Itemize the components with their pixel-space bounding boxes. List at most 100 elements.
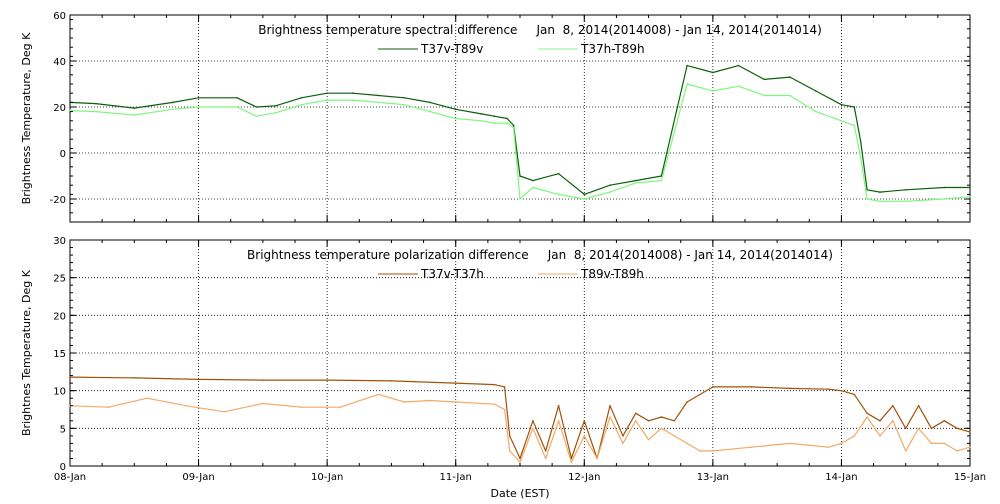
data-point-t37v-t89v bbox=[454, 108, 457, 111]
data-point-t37v-t37h bbox=[508, 435, 511, 437]
polarization-y-axis: 0 5 10 15 20 25 30 bbox=[53, 236, 970, 473]
data-point-t37h-t89h bbox=[943, 198, 946, 200]
y-tick-label: 25 bbox=[53, 274, 66, 285]
data-point-t37h-t89h bbox=[634, 182, 637, 184]
data-point-t37v-t37h bbox=[493, 383, 496, 386]
polarization-difference-panel: 0 5 10 15 20 25 30 Brightness temperature pola… bbox=[20, 236, 971, 473]
data-point-t89v-t89h bbox=[570, 461, 573, 464]
data-point-t37h-t89h bbox=[583, 198, 586, 200]
data-point-t37v-t37h bbox=[789, 387, 791, 390]
spectral-legend: T37v-T89v T37h-T89h bbox=[378, 42, 645, 56]
data-point-t37h-t89h bbox=[512, 126, 515, 129]
data-point-t37h-t89h bbox=[660, 179, 663, 182]
data-point-t37v-t89v bbox=[274, 105, 277, 107]
data-point-t37v-t37h bbox=[904, 427, 907, 430]
data-point-t37v-t37h bbox=[544, 450, 547, 452]
data-point-t37v-t37h bbox=[622, 435, 624, 437]
data-point-t89v-t89h bbox=[519, 461, 521, 464]
data-point-t37v-t37h bbox=[583, 420, 586, 422]
y-tick-label: 60 bbox=[53, 11, 66, 22]
spectral-x-ticks bbox=[69, 15, 971, 222]
y-tick-label: 20 bbox=[53, 103, 66, 114]
data-point-t37v-t89v bbox=[326, 92, 328, 94]
data-point-t37v-t37h bbox=[557, 404, 560, 407]
data-point-t37v-t89v bbox=[879, 191, 881, 193]
data-point-t89v-t89h bbox=[699, 450, 701, 452]
data-point-t37v-t89v bbox=[255, 106, 258, 108]
data-point-t89v-t89h bbox=[508, 450, 511, 452]
data-point-t37v-t89v bbox=[94, 102, 97, 105]
legend-label-t37v-t37h: T37v-T37h bbox=[420, 267, 484, 281]
y-tick-label: 30 bbox=[53, 236, 66, 247]
x-tick-label: 14-Jan bbox=[825, 472, 857, 483]
data-point-t37v-t37h bbox=[262, 379, 264, 381]
data-point-t89v-t89h bbox=[712, 450, 714, 452]
data-point-t89v-t89h bbox=[673, 435, 676, 437]
data-point-t89v-t89h bbox=[532, 427, 534, 430]
data-point-t37v-t37h bbox=[454, 382, 457, 384]
data-point-t37v-t37h bbox=[197, 378, 200, 381]
data-point-t37h-t89h bbox=[763, 94, 766, 97]
data-point-t89v-t89h bbox=[750, 446, 753, 448]
data-point-t37v-t89v bbox=[133, 107, 136, 109]
legend-label-t37h-t89h: T37h-T89h bbox=[580, 42, 645, 56]
data-point-t37h-t89h bbox=[814, 110, 817, 113]
data-point-t37v-t89v bbox=[236, 97, 238, 99]
data-point-t89v-t89h bbox=[107, 406, 110, 409]
polarization-legend: T37v-T37h T89v-T89h bbox=[378, 267, 644, 281]
data-point-t37v-t89v bbox=[532, 179, 534, 182]
series-line-t37v-t89v bbox=[69, 64, 970, 195]
data-point-t37v-t37h bbox=[503, 386, 506, 388]
x-tick-label: 13-Jan bbox=[697, 472, 729, 483]
data-point-t37h-t89h bbox=[493, 122, 496, 124]
data-point-t37h-t89h bbox=[480, 120, 483, 122]
data-point-t37v-t89v bbox=[943, 186, 946, 189]
data-point-t89v-t89h bbox=[622, 442, 624, 445]
data-point-t89v-t89h bbox=[892, 420, 894, 422]
data-point-t89v-t89h bbox=[917, 427, 920, 430]
x-axis-title: Date (EST) bbox=[490, 487, 549, 500]
data-point-t37v-t89v bbox=[853, 106, 856, 108]
data-point-t37v-t37h bbox=[840, 389, 843, 392]
x-tick-label: 10-Jan bbox=[311, 472, 343, 483]
data-point-t89v-t89h bbox=[930, 442, 933, 445]
data-point-t37h-t89h bbox=[94, 110, 97, 113]
data-point-t37v-t37h bbox=[750, 386, 753, 388]
data-point-t89v-t89h bbox=[146, 397, 148, 400]
data-point-t89v-t89h bbox=[840, 442, 843, 445]
data-point-t37h-t89h bbox=[133, 114, 136, 116]
data-point-t89v-t89h bbox=[454, 401, 457, 403]
data-point-t37v-t37h bbox=[943, 420, 946, 422]
data-point-t37v-t89v bbox=[480, 113, 483, 115]
spectral-panel-title: Brightness temperature spectral differen… bbox=[258, 23, 822, 37]
data-point-t37v-t89v bbox=[712, 71, 714, 74]
data-point-t37v-t89v bbox=[519, 175, 521, 177]
polarization-series bbox=[69, 376, 971, 464]
data-point-t89v-t89h bbox=[583, 435, 586, 437]
data-point-t37v-t89v bbox=[814, 90, 817, 92]
x-tick-label: 11-Jan bbox=[440, 472, 472, 483]
data-point-t37v-t37h bbox=[853, 393, 856, 396]
data-point-t89v-t89h bbox=[943, 442, 946, 445]
data-point-t37h-t89h bbox=[326, 99, 328, 101]
data-point-t37v-t37h bbox=[917, 404, 920, 407]
data-point-t37v-t37h bbox=[634, 412, 637, 415]
spectral-y-axis: -20 0 20 40 60 bbox=[50, 11, 970, 223]
data-point-t37v-t89v bbox=[737, 64, 740, 67]
data-point-t37h-t89h bbox=[352, 99, 354, 101]
data-point-t37h-t89h bbox=[506, 122, 508, 124]
data-point-t37v-t89v bbox=[403, 97, 406, 99]
data-point-t37h-t89h bbox=[255, 115, 258, 117]
data-point-t37v-t89v bbox=[634, 179, 637, 182]
data-point-t37h-t89h bbox=[403, 103, 406, 106]
data-point-t37v-t89v bbox=[506, 117, 508, 120]
polarization-y-axis-title: Brightnes Temperature, Deg K bbox=[20, 269, 33, 436]
data-point-t37v-t37h bbox=[660, 416, 663, 418]
data-point-t37v-t37h bbox=[866, 412, 868, 415]
data-point-t37v-t89v bbox=[172, 101, 174, 104]
data-point-t37h-t89h bbox=[840, 120, 843, 122]
data-point-t89v-t89h bbox=[596, 457, 598, 460]
data-point-t37h-t89h bbox=[377, 101, 380, 104]
y-tick-label: 20 bbox=[53, 311, 66, 322]
data-point-t37h-t89h bbox=[879, 200, 881, 203]
